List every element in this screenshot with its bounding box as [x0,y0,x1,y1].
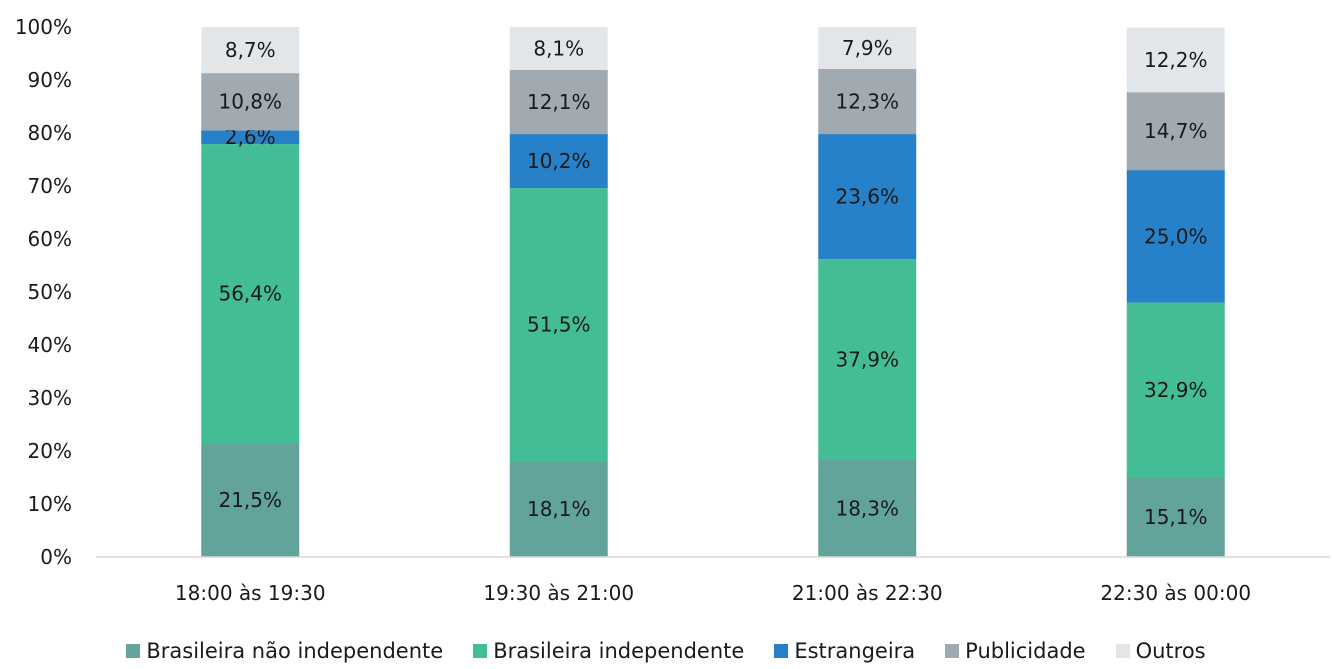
bar-segment [201,27,300,74]
data-label: 12,2% [1144,48,1208,72]
bar-segment [1126,170,1225,303]
data-label: 23,6% [835,185,899,209]
data-label: 14,7% [1144,119,1208,143]
y-tick-label: 80% [28,121,72,145]
bar-segment [509,461,608,557]
x-axis: 18:00 às 19:30 19:30 às 21:00 21:00 às 22:… [175,581,1251,605]
bars: 21,5%56,4%2,6%10,8%8,7%18,1%51,5%10,2%12… [201,27,1225,557]
bar-segment [818,68,917,135]
data-label: 18,3% [835,497,899,521]
data-label: 12,1% [527,90,591,114]
legend-label: Estrangeira [794,639,916,663]
legend-label: Publicidade [965,639,1086,663]
y-tick-label: 10% [28,492,72,516]
x-tick-label: 22:30 às 00:00 [1100,581,1251,605]
bar-segment [201,144,300,444]
bar-segment [1126,476,1225,557]
legend-label: Brasileira independente [493,639,745,663]
data-label: 37,9% [835,348,899,372]
data-label: 8,1% [533,36,584,60]
legend-swatch [1115,644,1130,658]
legend-item: Brasileira independente [473,639,744,663]
bar-segment [1126,27,1225,93]
data-label: 21,5% [218,488,282,512]
x-tick-label: 21:00 às 22:30 [792,581,943,605]
data-label: 51,5% [527,313,591,337]
bar-segment [509,69,608,135]
x-tick-label: 18:00 às 19:30 [175,581,326,605]
bar-segment [509,134,608,189]
data-label: 8,7% [225,38,276,62]
data-label: 7,9% [842,36,893,60]
data-label: 12,3% [835,89,899,113]
legend-swatch [473,644,488,658]
legend-swatch [945,644,960,658]
x-tick-label: 19:30 às 21:00 [483,581,634,605]
y-tick-label: 100% [15,15,72,39]
y-tick-label: 50% [28,280,72,304]
y-tick-label: 40% [28,333,72,357]
bar-segment [818,460,917,557]
y-tick-label: 70% [28,174,72,198]
bar-segment [509,188,608,462]
bar-segment [201,73,300,131]
data-label: 56,4% [218,282,282,306]
bar-segment [818,134,917,260]
y-tick-label: 90% [28,68,72,92]
y-tick-label: 60% [28,227,72,251]
bar-segment [201,130,300,145]
data-label: 18,1% [527,497,591,521]
legend-label: Outros [1135,639,1206,663]
legend-swatch [774,644,789,658]
legend: Brasileira não independente Brasileira in… [0,636,1332,666]
y-tick-label: 30% [28,386,72,410]
legend-item: Estrangeira [774,639,915,663]
data-label: 25,0% [1144,224,1208,248]
bar-segment [818,259,917,461]
bar-segment [201,443,300,557]
data-label: 15,1% [1144,505,1208,529]
legend-item: Publicidade [945,639,1086,663]
bar-segment [509,27,608,70]
data-label: 10,2% [527,149,591,173]
y-tick-label: 0% [40,545,72,569]
y-axis: 0% 10% 20% 30% 40% 50% 60% 70% 80% 90% 100% [15,15,72,569]
data-label: 10,8% [218,90,282,114]
bar-segment [818,27,917,69]
y-tick-label: 20% [28,439,72,463]
bar-segment [1126,302,1225,477]
bar-segment [1126,92,1225,171]
legend-item: Outros [1115,639,1206,663]
legend-label: Brasileira não independente [146,639,444,663]
data-label: 32,9% [1144,378,1208,402]
legend-item: Brasileira não independente [126,639,443,663]
legend-swatch [126,644,141,658]
